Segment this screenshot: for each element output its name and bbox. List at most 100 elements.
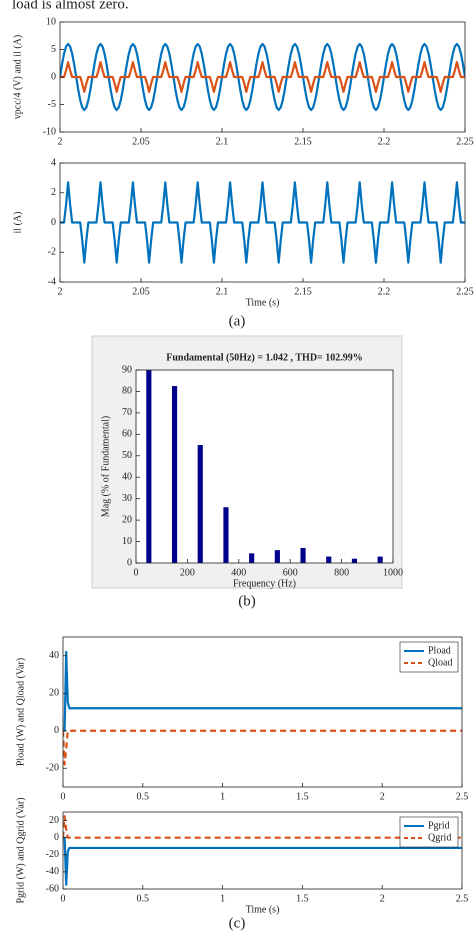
x-tick-label: 2 [380,791,385,802]
x-tick-label: 0.5 [137,893,150,904]
y-tick-label: 5 [51,44,56,55]
plot-content [60,42,465,112]
bar [377,556,383,563]
legend-box [399,816,459,848]
y-axis-label: Mag (% of Fundamental) [100,416,111,517]
y-axis-label: Pload (W) and Qload (Var) [15,658,26,766]
x-tick-label: 1.5 [296,893,309,904]
x-tick-label: 2.1 [216,136,229,147]
y-tick-label: 50 [122,450,132,461]
x-axis-label: Frequency (Hz) [233,578,296,589]
axes-box [62,636,463,788]
x-tick-label: 200 [180,567,195,578]
y-tick-label: -40 [46,866,59,877]
x-tick-label: 2.25 [456,286,474,297]
x-tick-label: 2.15 [294,136,312,147]
header-text: load is almost zero. [12,0,129,12]
x-axis-label: Time (s) [246,904,280,915]
y-tick-label: -60 [46,883,59,894]
x-tick-label: 600 [283,567,298,578]
x-tick-label: 2 [58,136,63,147]
y-tick-label: 4 [51,157,56,168]
y-axis-label: Pgrid (W) and Qgrid (Var) [15,797,26,903]
x-tick-label: 2 [58,286,63,297]
x-tick-label: 0 [134,567,139,578]
axes-box [62,811,463,890]
y-tick-label: 30 [122,493,132,504]
y-tick-label: 60 [122,429,132,440]
x-tick-label: 2.05 [132,136,150,147]
x-tick-label: 800 [334,567,349,578]
bar [300,547,306,563]
legend-label: Pload [428,645,451,656]
y-tick-label: -10 [43,126,56,137]
y-tick-label: 40 [49,650,59,661]
plot-content [146,370,383,563]
bar [223,507,229,563]
axes-box [135,369,394,564]
x-tick-label: 0 [61,791,66,802]
x-tick-label: 1 [220,893,225,904]
y-tick-label: -20 [46,763,59,774]
chart-title: Fundamental (50Hz) = 1.042 , THD= 102.99… [166,352,363,363]
x-tick-label: 2.25 [456,136,474,147]
plot-area [63,637,462,787]
y-tick-label: -20 [46,849,59,860]
plot-area [136,370,393,563]
x-tick-label: 2.5 [456,893,469,904]
y-tick-label: 80 [122,386,132,397]
y-tick-label: 70 [122,407,132,418]
bar [249,553,255,563]
y-axis-label: vpcc/4 (V) and il (A) [12,35,23,119]
y-tick-label: 0 [54,832,59,843]
series-line [60,61,465,93]
series-line [60,42,465,112]
y-tick-label: 0 [54,725,59,736]
legend-label: Pgrid [428,820,450,831]
legend-label: Qload [428,657,452,668]
x-tick-label: 2.05 [132,286,150,297]
x-tick-label: 1 [220,791,225,802]
y-tick-label: -2 [48,247,56,258]
series-line [60,181,465,264]
x-tick-label: 1000 [383,567,403,578]
y-tick-label: -4 [48,276,56,287]
series-line [63,729,462,766]
caption: (a) [229,313,246,329]
x-tick-label: 2.2 [378,136,391,147]
x-tick-label: 2.1 [216,286,229,297]
bar [326,556,332,563]
y-tick-label: 0 [51,217,56,228]
plot-area [63,812,462,889]
bar [146,370,152,563]
y-tick-label: 10 [46,16,56,27]
y-tick-label: 40 [122,472,132,483]
y-tick-label: 10 [122,536,132,547]
x-tick-label: 2.2 [378,286,391,297]
bar [197,445,203,563]
x-tick-label: 0 [61,893,66,904]
y-tick-label: 0 [51,71,56,82]
bar [351,558,358,563]
x-tick-label: 2 [380,893,385,904]
y-tick-label: 2 [51,187,56,198]
x-tick-label: 1.5 [296,791,309,802]
y-tick-label: -5 [48,99,56,110]
y-tick-label: 20 [122,514,132,525]
y-axis-label: il (A) [12,212,23,234]
bar [171,386,178,563]
y-tick-label: 20 [49,815,59,826]
legend-box [399,641,459,673]
bar [274,550,280,563]
plot-content [60,181,465,264]
x-tick-label: 400 [231,567,246,578]
y-tick-label: 90 [122,364,132,375]
x-tick-label: 2.15 [294,286,312,297]
caption: (c) [229,915,246,931]
x-tick-label: 0.5 [137,791,150,802]
y-tick-label: 0 [127,557,132,568]
series-line [63,815,462,839]
x-axis-label: Time (s) [246,297,280,308]
y-tick-label: 20 [49,688,59,699]
